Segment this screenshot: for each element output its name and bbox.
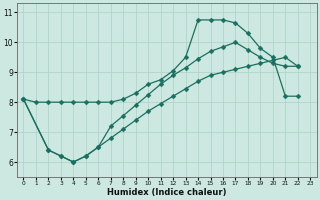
X-axis label: Humidex (Indice chaleur): Humidex (Indice chaleur) (107, 188, 227, 197)
